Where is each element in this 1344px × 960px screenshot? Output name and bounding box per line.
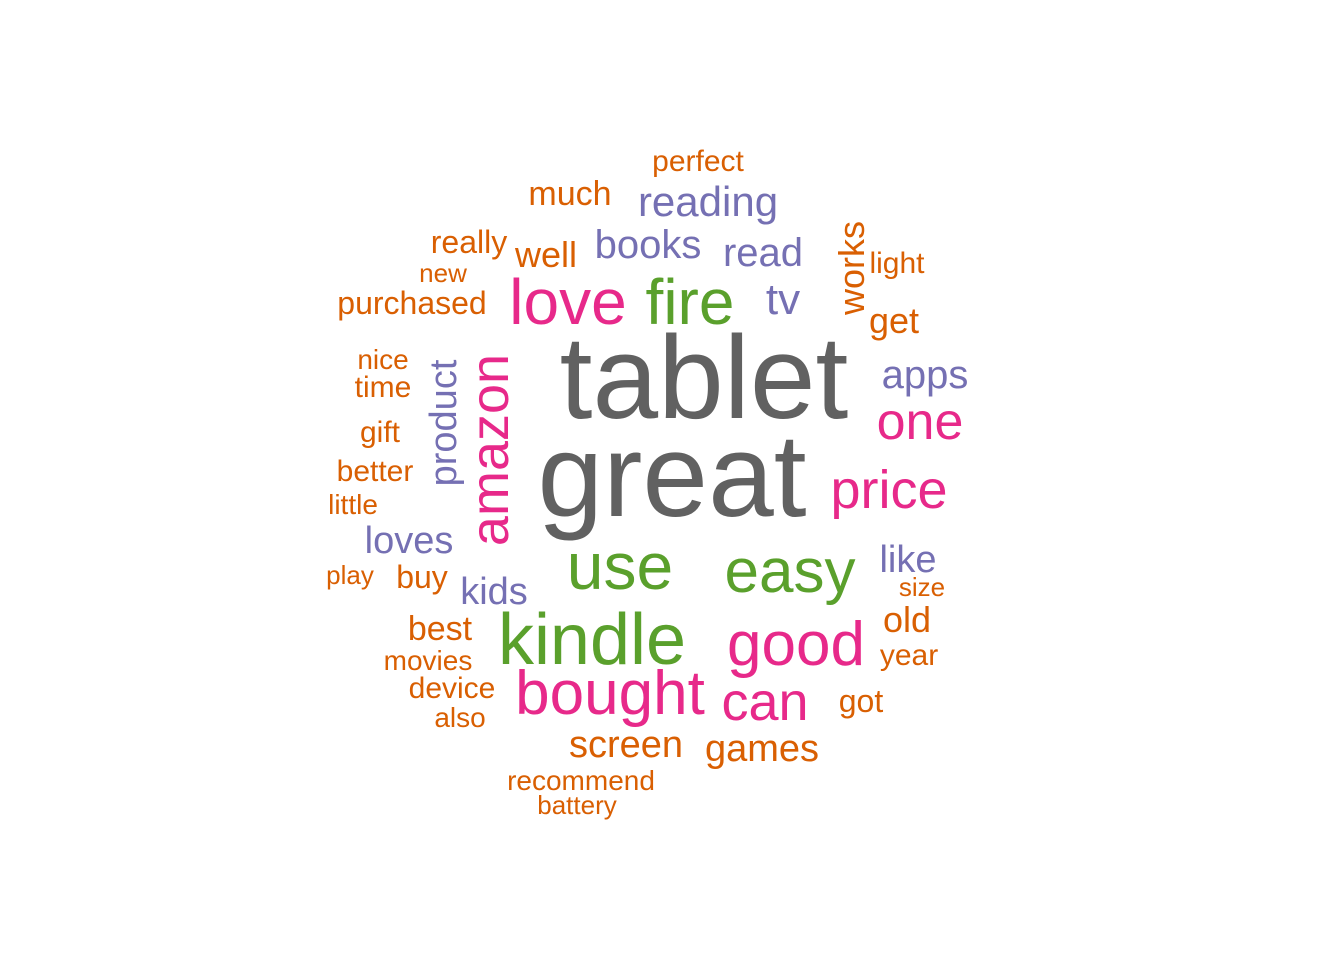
word-best: best [407,610,473,648]
word-like: like [879,539,937,581]
word-device: device [408,672,496,705]
word-use: use [566,529,674,603]
word-fire: fire [645,266,735,338]
word-battery: battery [537,790,617,820]
word-great: great [537,410,807,542]
word-games: games [704,728,820,770]
word-apps: apps [881,353,969,397]
word-well: well [514,234,578,275]
word-reading: reading [637,178,779,225]
word-time: time [354,371,412,404]
word-screen: screen [568,724,684,766]
word-buy: buy [396,559,448,595]
word-bought: bought [515,659,705,728]
word-much: much [528,175,612,213]
word-purchased: purchased [337,285,487,321]
word-get: get [868,300,920,341]
word-one: one [876,393,964,451]
word-amazon: amazon [460,353,520,547]
word-old: old [882,599,932,640]
word-perfect: perfect [652,145,744,178]
word-works: works [831,220,872,316]
word-light: light [869,247,925,280]
word-tablet: tablet [559,312,849,444]
word-also: also [434,702,486,733]
word-movies: movies [383,645,473,676]
word-price: price [830,460,948,520]
word-tv: tv [765,275,801,324]
word-loves: loves [364,520,454,562]
word-recommend: recommend [507,765,655,796]
word-nice: nice [357,344,409,375]
word-little: little [328,489,378,520]
word-really: really [430,224,508,260]
word-year: year [879,639,939,672]
word-new: new [419,258,467,288]
word-size: size [898,572,946,602]
word-kindle: kindle [497,600,687,680]
word-product: product [423,359,465,487]
word-play: play [326,560,374,590]
word-books: books [594,223,702,267]
word-can: can [721,672,809,732]
word-gift: gift [359,416,401,449]
word-read: read [722,231,804,275]
word-love: love [509,266,627,338]
word-kids: kids [460,571,528,613]
word-good: good [727,610,865,679]
word-got: got [838,683,884,719]
word-easy: easy [724,537,856,606]
word-better: better [336,455,414,488]
